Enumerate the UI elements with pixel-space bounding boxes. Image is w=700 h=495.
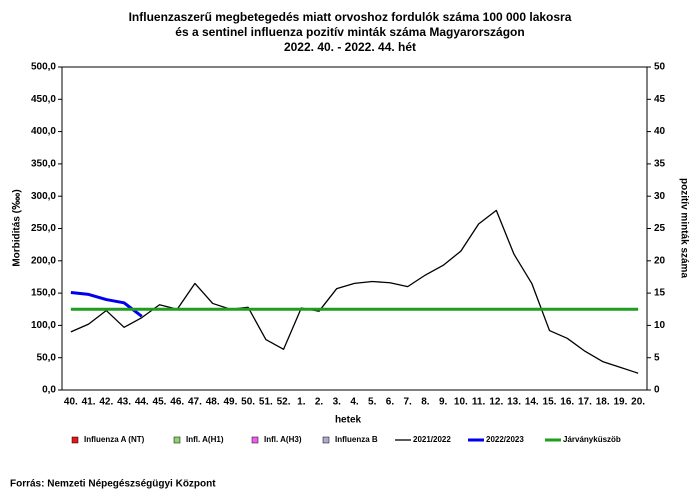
y-tick-label: 150,0: [31, 288, 56, 299]
x-tick-label: 42.: [99, 397, 113, 408]
y-axis-label: Morbiditás (‱): [12, 189, 23, 266]
y2-tick-label: 30: [654, 191, 666, 202]
legend-swatch: [322, 436, 330, 444]
x-tick-label: 44.: [135, 397, 149, 408]
x-tick-label: 41.: [82, 397, 96, 408]
x-tick-label: 8.: [421, 397, 430, 408]
legend-swatch: [251, 436, 259, 444]
legend-label: Infl. A(H3): [264, 435, 302, 444]
x-tick-label: 16.: [560, 397, 574, 408]
y-tick-label: 300,0: [31, 191, 56, 202]
legend-label: Influenza B: [335, 435, 378, 444]
legend-label: Infl. A(H1): [186, 435, 224, 444]
chart-title: Influenzaszerű megbetegedés miatt orvosh…: [129, 10, 572, 24]
chart-title: 2022. 40. - 2022. 44. hét: [284, 40, 416, 54]
x-tick-label: 11.: [472, 397, 486, 408]
legend-label: 2021/2022: [413, 435, 451, 444]
x-tick-label: 50.: [241, 397, 255, 408]
chart-title: és a sentinel influenza pozitív minták s…: [175, 25, 524, 39]
y-tick-label: 250,0: [31, 223, 56, 234]
line-series: [70, 209, 639, 374]
x-tick-label: 14.: [525, 397, 539, 408]
x-tick-label: 3.: [333, 397, 342, 408]
x-tick-label: 10.: [454, 397, 468, 408]
y-tick-label: 0,0: [42, 385, 56, 396]
plot-area: [61, 66, 648, 391]
legend-swatch: [173, 436, 181, 444]
y-tick-label: 100,0: [31, 320, 56, 331]
y2-tick-label: 0: [654, 385, 660, 396]
legend-swatch: [71, 436, 79, 444]
y2-tick-label: 15: [654, 288, 666, 299]
x-tick-label: 13.: [507, 397, 521, 408]
x-tick-label: 4.: [350, 397, 359, 408]
y-tick-label: 50,0: [37, 352, 57, 363]
x-tick-label: 18.: [596, 397, 610, 408]
source: Forrás: Nemzeti Népegészségügyi Központ: [10, 479, 216, 490]
legend-label: Influenza A (NT): [84, 435, 145, 444]
x-tick-label: 1.: [297, 397, 306, 408]
x-tick-label: 40.: [64, 397, 78, 408]
line-series: [70, 290, 143, 318]
y-tick-label: 450,0: [31, 94, 56, 105]
x-tick-label: 17.: [578, 397, 592, 408]
y-tick-label: 400,0: [31, 126, 56, 137]
y-tick-label: 500,0: [31, 62, 56, 73]
y2-tick-label: 50: [654, 62, 666, 73]
x-axis-label: hetek: [335, 415, 362, 426]
x-tick-label: 19.: [613, 397, 627, 408]
x-tick-label: 5.: [368, 397, 377, 408]
x-tick-label: 48.: [206, 397, 220, 408]
legend-label: 2022/2023: [486, 435, 524, 444]
y-tick-label: 350,0: [31, 159, 56, 170]
x-tick-label: 52.: [277, 397, 291, 408]
y2-axis-label: pozitív minták száma: [678, 178, 689, 278]
x-tick-label: 12.: [489, 397, 503, 408]
x-tick-label: 6.: [386, 397, 395, 408]
x-tick-label: 47.: [188, 397, 202, 408]
x-tick-label: 9.: [439, 397, 448, 408]
x-tick-label: 51.: [259, 397, 273, 408]
y-tick-label: 200,0: [31, 255, 56, 266]
y2-tick-label: 35: [654, 159, 666, 170]
x-tick-label: 43.: [117, 397, 131, 408]
y2-tick-label: 10: [654, 320, 666, 331]
x-tick-label: 46.: [170, 397, 184, 408]
legend-label: Járványküszöb: [563, 435, 621, 444]
x-tick-label: 49.: [223, 397, 237, 408]
x-tick-label: 45.: [153, 397, 167, 408]
y2-tick-label: 25: [654, 223, 666, 234]
x-tick-label: 20.: [631, 397, 645, 408]
x-tick-label: 15.: [543, 397, 557, 408]
y2-tick-label: 5: [654, 352, 660, 363]
x-tick-label: 2.: [315, 397, 324, 408]
y2-tick-label: 40: [654, 126, 666, 137]
x-tick-label: 7.: [404, 397, 413, 408]
y2-tick-label: 20: [654, 255, 666, 266]
y2-tick-label: 45: [654, 94, 666, 105]
